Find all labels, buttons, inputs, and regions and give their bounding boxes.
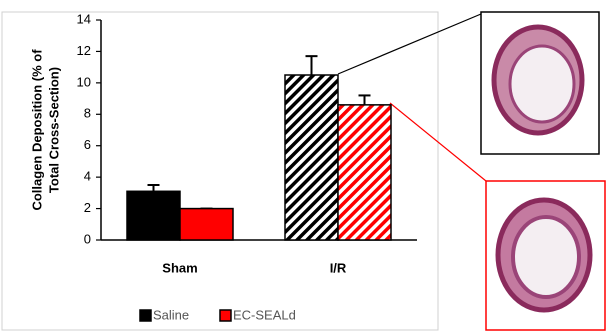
bar xyxy=(338,105,391,240)
y-tick-label: 4 xyxy=(84,169,91,184)
image-ir-ecsealed xyxy=(486,181,605,330)
legend-swatch xyxy=(140,310,151,321)
x-tick-label: I/R xyxy=(330,260,347,275)
y-axis-label: Total Cross-Section) xyxy=(46,67,61,193)
legend-label: Saline xyxy=(153,307,189,322)
bar xyxy=(285,75,338,240)
y-axis-label: Collagen Deposition (% of xyxy=(29,49,44,211)
chart: Collagen Deposition (% of Total Cross-Se… xyxy=(0,0,611,333)
x-tick-label: Sham xyxy=(162,260,197,275)
y-tick-label: 10 xyxy=(77,74,91,89)
y-tick-label: 0 xyxy=(84,231,91,246)
y-tick-label: 12 xyxy=(77,43,91,58)
bar xyxy=(127,191,180,240)
y-tick-label: 14 xyxy=(77,11,91,26)
y-tick-label: 8 xyxy=(84,106,91,121)
legend-label: EC-SEALd xyxy=(233,307,296,322)
y-tick-label: 2 xyxy=(84,200,91,215)
image-ir-saline xyxy=(481,12,599,154)
bar xyxy=(180,209,233,240)
y-tick-label: 6 xyxy=(84,137,91,152)
legend-swatch xyxy=(220,310,231,321)
